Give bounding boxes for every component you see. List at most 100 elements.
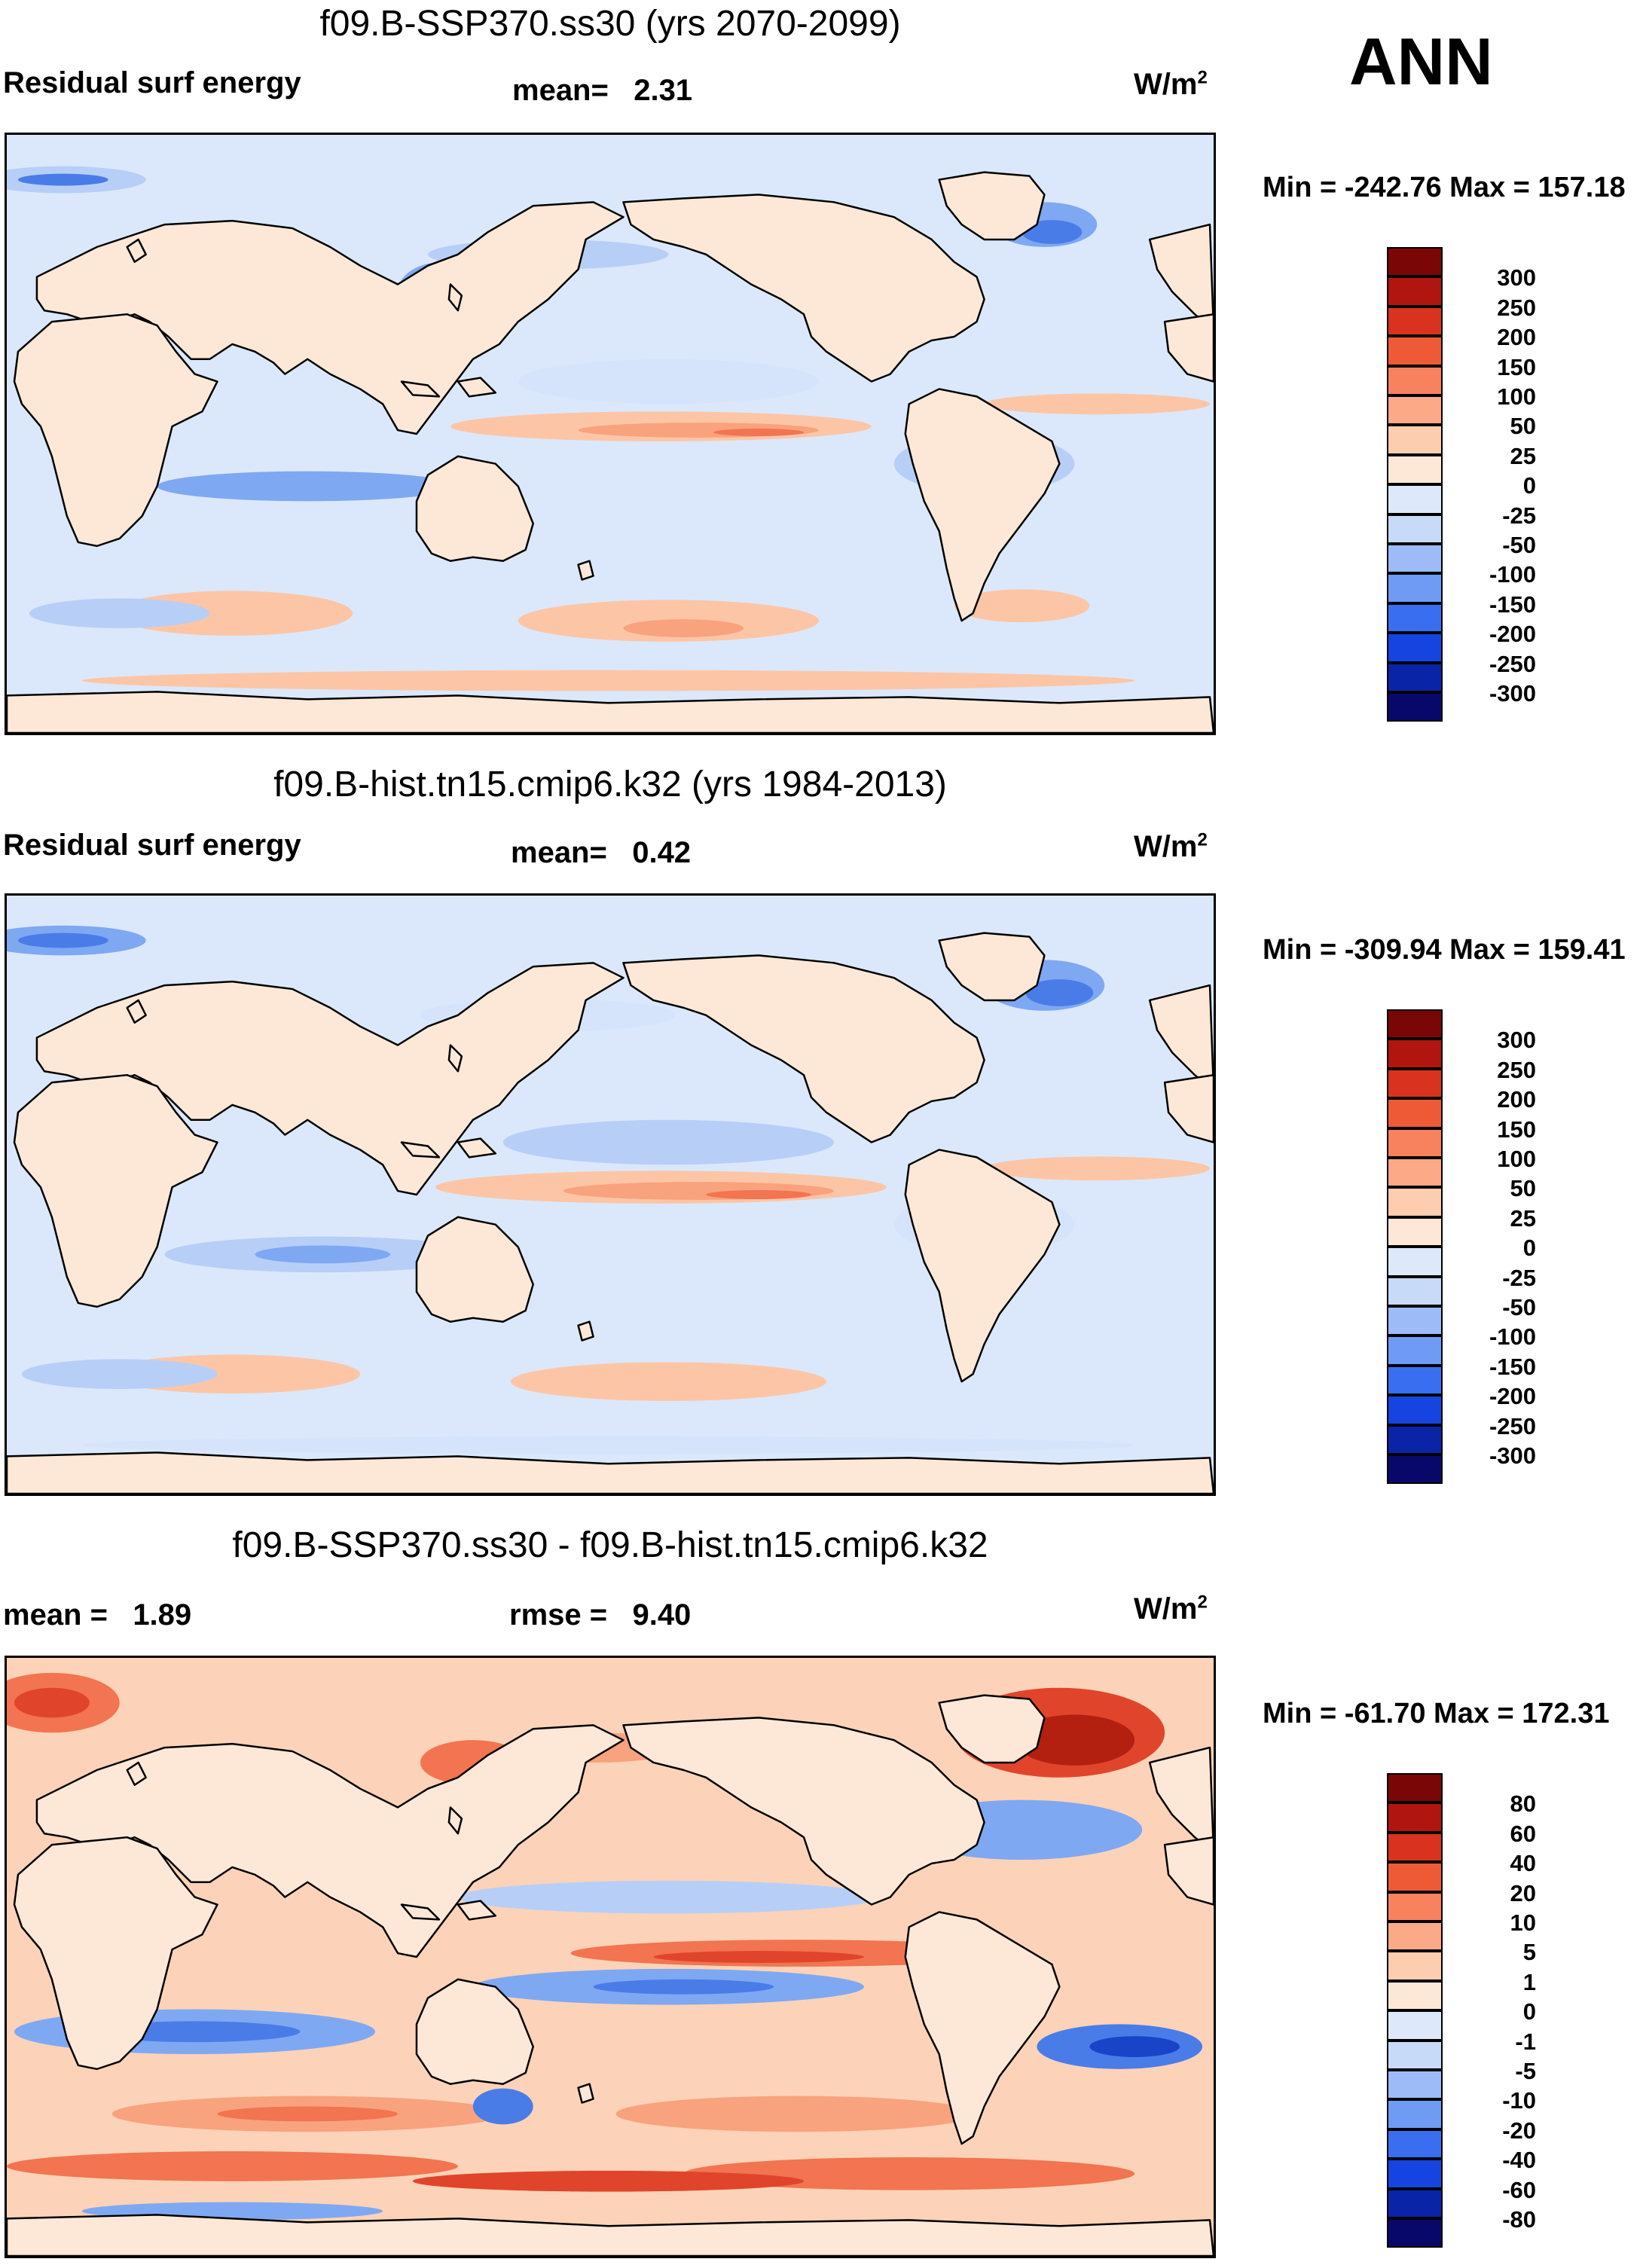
colorbar-swatch [1387,1216,1443,1247]
colorbar: 300 250 200 150 100 50 25 0 -25 -50 -100 -150 -200 -2… [1387,1009,1536,1485]
colorbar-swatch [1387,1365,1443,1396]
colorbar-swatch [1387,1922,1443,1952]
coastline [457,377,497,398]
field-contour [502,1119,834,1165]
coastline [415,455,534,562]
field-contour [984,393,1211,415]
colorbar-swatch [1387,1951,1443,1981]
colorbar-swatch [1387,2129,1443,2160]
colorbar-tick-label: -60 [1502,2176,1536,2203]
colorbar-swatch [1387,1980,1443,2011]
colorbar-tick-label: -40 [1502,2147,1536,2174]
map-panel [5,133,1216,735]
coastline [13,313,218,548]
coastline [126,238,147,263]
colorbar-tick-label: 25 [1510,1204,1536,1232]
mean-value: 1.89 [133,1598,192,1632]
field-contour [518,359,819,404]
colorbar-tick-label: 100 [1497,383,1536,410]
colorbar-tick-label: 100 [1497,1146,1536,1172]
coastline [13,1073,218,1308]
field-contour [713,429,805,436]
colorbar-tick-label: -250 [1489,650,1536,677]
rmse-label: rmse = 9.40 [509,1600,691,1630]
mean-label-text: mean= [512,74,609,107]
colorbar-tick-label: 250 [1497,1056,1536,1083]
colorbar-swatch [1387,1802,1443,1833]
units-label: W/m2 [1134,69,1208,99]
colorbar-tick-label: -100 [1489,561,1536,588]
field-contour [623,619,744,637]
colorbar-tick-label: -100 [1489,1323,1536,1351]
field-contour [157,471,458,502]
field-contour [510,1362,826,1401]
colorbar-tick-label: -50 [1502,532,1536,558]
colorbar-tick-label: 25 [1510,442,1536,469]
colorbar-tick-label: 0 [1522,1235,1536,1262]
colorbar-swatch [1387,1862,1443,1892]
mean-label-text: mean = [3,1598,108,1632]
field-contour [984,1156,1211,1181]
field-contour [29,598,210,629]
units-text: W/m [1134,68,1198,101]
coastline [1148,1746,1214,1854]
colorbar-swatch [1387,603,1443,633]
season-label: ANN [1349,24,1493,99]
map-canvas [7,1658,1214,2256]
field-contour [81,670,1135,691]
coastline [400,380,441,398]
colorbar: 300 250 200 150 100 50 25 0 -25 -50 -100 -150 -200 -2… [1387,247,1536,722]
colorbar-tick-label: 5 [1522,1939,1536,1966]
colorbar-swatch [1387,1455,1443,1485]
coastline [400,1903,441,1921]
coastline [447,283,463,312]
map-panel [5,893,1216,1496]
min-max-label: Min = -61.70 Max = 172.31 [1263,1698,1610,1729]
colorbar-tick-label: 150 [1497,353,1536,380]
colorbar-swatch [1387,1187,1443,1217]
colorbar-tick-label: 20 [1510,1879,1536,1906]
colorbar-swatch [1387,514,1443,544]
colorbar-swatch [1387,1891,1443,1922]
field-contour [1022,220,1083,244]
colorbar-swatch [1387,2040,1443,2070]
field-contour [457,1880,879,1914]
units-sup: 2 [1197,1592,1208,1613]
units-label: W/m2 [1134,1592,1208,1624]
colorbar-swatch [1387,1039,1443,1069]
map-canvas [7,896,1214,1494]
coastline [1148,223,1214,331]
colorbar-tick-label: 40 [1510,1850,1536,1877]
colorbar-tick-label: -20 [1502,2117,1536,2144]
coastline [457,1137,497,1158]
panel-title: f09.B-SSP370.ss30 - f09.B-hist.tn15.cmip… [232,1525,988,1565]
colorbar-tick-label: -300 [1489,1442,1536,1469]
coastline [1163,1836,1214,1906]
colorbar-tick-label: -10 [1502,2087,1536,2114]
panel-title: f09.B-hist.tn15.cmip6.k32 (yrs 1984-2013… [273,765,947,804]
coastline [1148,984,1214,1091]
coastline [904,1149,1061,1383]
colorbar-tick-label: 50 [1510,1175,1536,1202]
colorbar-tick-label: -150 [1489,591,1536,618]
colorbar-swatch [1387,2099,1443,2129]
field-contour [593,1979,774,1995]
colorbar-swatch [1387,1276,1443,1306]
colorbar-tick-label: 0 [1522,472,1536,499]
coastline [938,1694,1046,1764]
colorbar-swatch [1387,2070,1443,2100]
colorbar-tick-label: -50 [1502,1294,1536,1320]
mean-value: 0.42 [632,836,692,869]
field-contour [17,933,108,948]
rmse-label-text: rmse = [509,1598,608,1632]
colorbar-swatch [1387,454,1443,485]
colorbar-tick-label: 80 [1510,1790,1536,1818]
coastline [7,2214,1214,2256]
units-text: W/m [1134,830,1198,863]
colorbar-swatch [1387,662,1443,692]
colorbar-tick-label: -250 [1489,1412,1536,1439]
field-contour [255,1245,391,1264]
coastline [126,999,147,1024]
field-contour [217,2106,399,2122]
colorbar-tick-label: -25 [1502,1264,1536,1291]
